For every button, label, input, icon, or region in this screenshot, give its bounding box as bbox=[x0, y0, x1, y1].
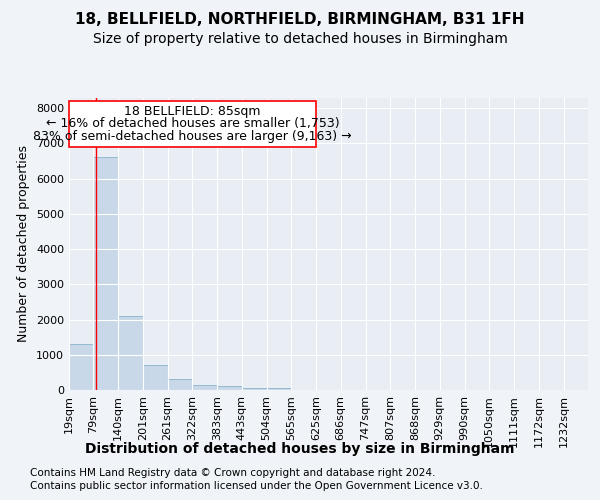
Bar bbox=[69, 344, 94, 390]
Bar bbox=[193, 386, 217, 390]
FancyBboxPatch shape bbox=[69, 101, 316, 147]
Bar bbox=[217, 386, 242, 390]
Text: 18 BELLFIELD: 85sqm: 18 BELLFIELD: 85sqm bbox=[124, 104, 260, 118]
Bar bbox=[118, 316, 143, 390]
Text: Size of property relative to detached houses in Birmingham: Size of property relative to detached ho… bbox=[92, 32, 508, 46]
Text: 83% of semi-detached houses are larger (9,163) →: 83% of semi-detached houses are larger (… bbox=[33, 130, 352, 143]
Y-axis label: Number of detached properties: Number of detached properties bbox=[17, 145, 31, 342]
Text: ← 16% of detached houses are smaller (1,753): ← 16% of detached houses are smaller (1,… bbox=[46, 118, 339, 130]
Bar bbox=[242, 388, 266, 390]
Text: 18, BELLFIELD, NORTHFIELD, BIRMINGHAM, B31 1FH: 18, BELLFIELD, NORTHFIELD, BIRMINGHAM, B… bbox=[75, 12, 525, 28]
Text: Contains HM Land Registry data © Crown copyright and database right 2024.: Contains HM Land Registry data © Crown c… bbox=[30, 468, 436, 477]
Text: Distribution of detached houses by size in Birmingham: Distribution of detached houses by size … bbox=[85, 442, 515, 456]
Bar bbox=[94, 158, 118, 390]
Text: Contains public sector information licensed under the Open Government Licence v3: Contains public sector information licen… bbox=[30, 481, 483, 491]
Bar bbox=[143, 366, 168, 390]
Bar bbox=[167, 380, 193, 390]
Bar bbox=[266, 388, 292, 390]
